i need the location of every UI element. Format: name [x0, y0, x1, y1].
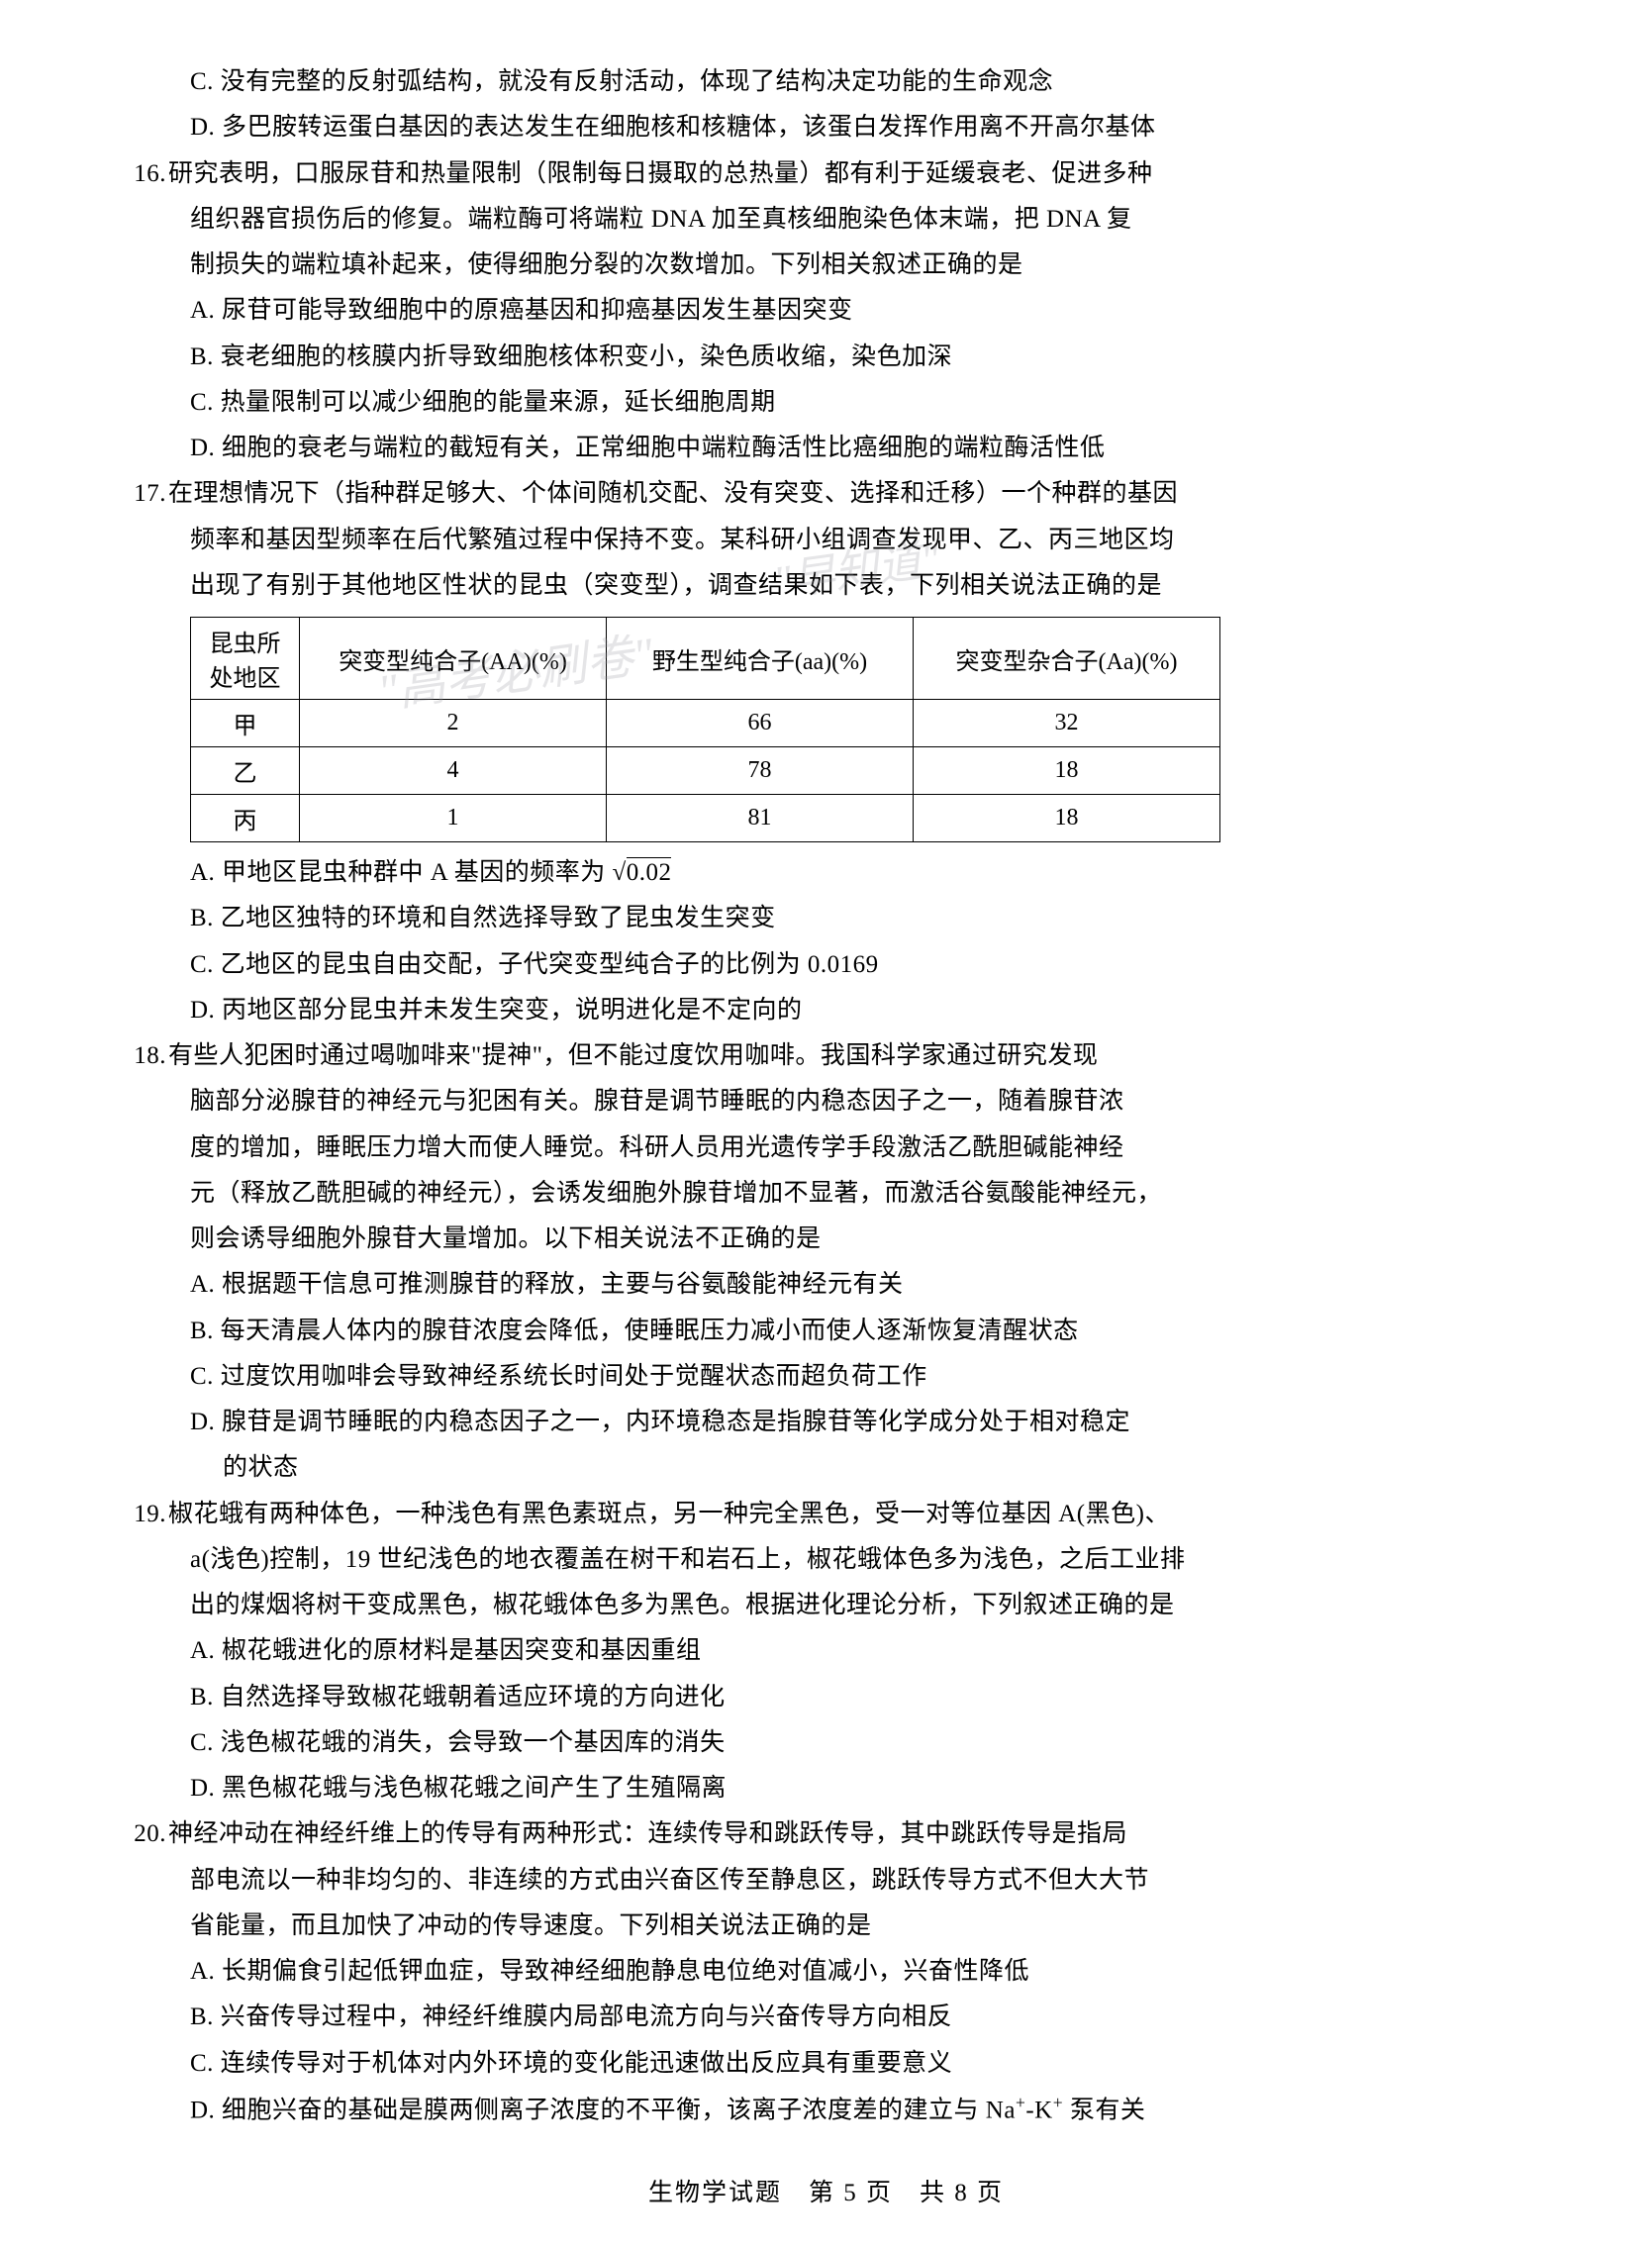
cell-AA: 1 — [300, 795, 607, 842]
q19-option-d: D. 黑色椒花蛾与浅色椒花蛾之间产生了生殖隔离 — [129, 1766, 1523, 1811]
q17-a-pre: A. 甲地区昆虫种群中 A 基因的频率为 — [190, 859, 612, 886]
q20-option-d: D. 细胞兴奋的基础是膜两侧离子浓度的不平衡，该离子浓度差的建立与 Na+-K+… — [129, 2087, 1523, 2134]
q20-number: 20. — [129, 1811, 166, 1857]
q17-a-sqrt: 0.02 — [627, 857, 672, 886]
q19-option-c: C. 浅色椒花蛾的消失，会导致一个基因库的消失 — [129, 1720, 1523, 1766]
q17-option-c: C. 乙地区的昆虫自由交配，子代突变型纯合子的比例为 0.0169 — [129, 942, 1523, 988]
q19-option-b: B. 自然选择导致椒花蛾朝着适应环境的方向进化 — [129, 1675, 1523, 1720]
q17-number: 17. — [129, 471, 166, 517]
q16-option-a: A. 尿苷可能导致细胞中的原癌基因和抑癌基因发生基因突变 — [129, 288, 1523, 334]
th-AA: 突变型纯合子(AA)(%) — [300, 618, 607, 700]
q17-option-d: D. 丙地区部分昆虫并未发生突变，说明进化是不定向的 — [129, 988, 1523, 1033]
q18-number: 18. — [129, 1033, 166, 1079]
q16-text1: 研究表明，口服尿苷和热量限制（限制每日摄取的总热量）都有利于延缓衰老、促进多种 — [168, 160, 1153, 187]
q17-line3: 出现了有别于其他地区性状的昆虫（突变型），调查结果如下表，下列相关说法正确的是 — [129, 563, 1523, 609]
q15-option-c: C. 没有完整的反射弧结构，就没有反射活动，体现了结构决定功能的生命观念 — [129, 59, 1523, 105]
q16-line3: 制损失的端粒填补起来，使得细胞分裂的次数增加。下列相关叙述正确的是 — [129, 243, 1523, 288]
q18-option-d-1: D. 腺苷是调节睡眠的内稳态因子之一，内环境稳态是指腺苷等化学成分处于相对稳定 — [129, 1400, 1523, 1445]
table-row: 丙 1 81 18 — [191, 795, 1220, 842]
q18-line1: 18.有些人犯困时通过喝咖啡来"提神"，但不能过度饮用咖啡。我国科学家通过研究发… — [129, 1033, 1523, 1079]
q20-line2: 部电流以一种非均匀的、非连续的方式由兴奋区传至静息区，跳跃传导方式不但大大节 — [129, 1858, 1523, 1904]
q20-option-c: C. 连续传导对于机体对内外环境的变化能迅速做出反应具有重要意义 — [129, 2041, 1523, 2087]
q19-number: 19. — [129, 1492, 166, 1537]
q19-option-a: A. 椒花蛾进化的原材料是基因突变和基因重组 — [129, 1628, 1523, 1674]
q16-line2: 组织器官损伤后的修复。端粒酶可将端粒 DNA 加至真核细胞染色体末端，把 DNA… — [129, 197, 1523, 243]
q20-option-b: B. 兴奋传导过程中，神经纤维膜内局部电流方向与兴奋传导方向相反 — [129, 1995, 1523, 2040]
th-Aa: 突变型杂合子(Aa)(%) — [914, 618, 1220, 700]
q18-line4: 元（释放乙酰胆碱的神经元），会诱发细胞外腺苷增加不显著，而激活谷氨酸能神经元， — [129, 1171, 1523, 1217]
cell-aa: 81 — [607, 795, 914, 842]
cell-Aa: 18 — [914, 795, 1220, 842]
q18-line2: 脑部分泌腺苷的神经元与犯困有关。腺苷是调节睡眠的内稳态因子之一，随着腺苷浓 — [129, 1079, 1523, 1124]
th-aa: 野生型纯合子(aa)(%) — [607, 618, 914, 700]
plus-sup: + — [1016, 2093, 1025, 2112]
q18-line5: 则会诱导细胞外腺苷大量增加。以下相关说法不正确的是 — [129, 1217, 1523, 1262]
q20-d-mid: -K — [1025, 2097, 1052, 2123]
q18-text1: 有些人犯困时通过喝咖啡来"提神"，但不能过度饮用咖啡。我国科学家通过研究发现 — [168, 1042, 1098, 1069]
plus-sup: + — [1053, 2093, 1063, 2112]
q15-option-d: D. 多巴胺转运蛋白基因的表达发生在细胞核和核糖体，该蛋白发挥作用离不开高尔基体 — [129, 105, 1523, 150]
q16-number: 16. — [129, 151, 166, 197]
q18-option-a: A. 根据题干信息可推测腺苷的释放，主要与谷氨酸能神经元有关 — [129, 1262, 1523, 1308]
q20-d-pre: D. 细胞兴奋的基础是膜两侧离子浓度的不平衡，该离子浓度差的建立与 Na — [190, 2097, 1016, 2123]
q19-line3: 出的煤烟将树干变成黑色，椒花蛾体色多为黑色。根据进化理论分析，下列叙述正确的是 — [129, 1583, 1523, 1628]
q18-line3: 度的增加，睡眠压力增大而使人睡觉。科研人员用光遗传学手段激活乙酰胆碱能神经 — [129, 1125, 1523, 1171]
q17-text1: 在理想情况下（指种群足够大、个体间随机交配、没有突变、选择和迁移）一个种群的基因 — [168, 480, 1178, 507]
cell-region: 丙 — [191, 795, 300, 842]
q18-option-b: B. 每天清晨人体内的腺苷浓度会降低，使睡眠压力减小而使人逐渐恢复清醒状态 — [129, 1309, 1523, 1354]
cell-AA: 2 — [300, 700, 607, 747]
table-row: 乙 4 78 18 — [191, 747, 1220, 795]
q17-line1: 17.在理想情况下（指种群足够大、个体间随机交配、没有突变、选择和迁移）一个种群… — [129, 471, 1523, 517]
cell-region: 乙 — [191, 747, 300, 795]
q16-line1: 16.研究表明，口服尿苷和热量限制（限制每日摄取的总热量）都有利于延缓衰老、促进… — [129, 151, 1523, 197]
table-header-row: 昆虫所处地区 突变型纯合子(AA)(%) 野生型纯合子(aa)(%) 突变型杂合… — [191, 618, 1220, 700]
cell-Aa: 18 — [914, 747, 1220, 795]
q17-table: 昆虫所处地区 突变型纯合子(AA)(%) 野生型纯合子(aa)(%) 突变型杂合… — [190, 617, 1220, 842]
q20-text1: 神经冲动在神经纤维上的传导有两种形式：连续传导和跳跃传导，其中跳跃传导是指局 — [168, 1820, 1127, 1847]
table-row: 甲 2 66 32 — [191, 700, 1220, 747]
q19-line1: 19.椒花蛾有两种体色，一种浅色有黑色素斑点，另一种完全黑色，受一对等位基因 A… — [129, 1492, 1523, 1537]
q17-option-b: B. 乙地区独特的环境和自然选择导致了昆虫发生突变 — [129, 896, 1523, 941]
th-region: 昆虫所处地区 — [191, 618, 300, 700]
q17-line2: 频率和基因型频率在后代繁殖过程中保持不变。某科研小组调查发现甲、乙、丙三地区均 — [129, 518, 1523, 563]
q16-option-d: D. 细胞的衰老与端粒的截短有关，正常细胞中端粒酶活性比癌细胞的端粒酶活性低 — [129, 426, 1523, 471]
cell-aa: 78 — [607, 747, 914, 795]
cell-region: 甲 — [191, 700, 300, 747]
q19-text1: 椒花蛾有两种体色，一种浅色有黑色素斑点，另一种完全黑色，受一对等位基因 A(黑色… — [168, 1501, 1170, 1527]
cell-Aa: 32 — [914, 700, 1220, 747]
q18-option-c: C. 过度饮用咖啡会导致神经系统长时间处于觉醒状态而超负荷工作 — [129, 1354, 1523, 1400]
q20-line1: 20.神经冲动在神经纤维上的传导有两种形式：连续传导和跳跃传导，其中跳跃传导是指… — [129, 1811, 1523, 1857]
q19-line2: a(浅色)控制，19 世纪浅色的地衣覆盖在树干和岩石上，椒花蛾体色多为浅色，之后… — [129, 1537, 1523, 1583]
q16-option-c: C. 热量限制可以减少细胞的能量来源，延长细胞周期 — [129, 380, 1523, 426]
q18-option-d-2: 的状态 — [129, 1445, 1523, 1491]
q17-option-a: A. 甲地区昆虫种群中 A 基因的频率为 √0.02 — [129, 850, 1523, 896]
q20-d-post: 泵有关 — [1063, 2097, 1145, 2123]
page-footer: 生物学试题 第 5 页 共 8 页 — [129, 2173, 1523, 2208]
cell-aa: 66 — [607, 700, 914, 747]
q16-option-b: B. 衰老细胞的核膜内折导致细胞核体积变小，染色质收缩，染色加深 — [129, 335, 1523, 380]
q20-option-a: A. 长期偏食引起低钾血症，导致神经细胞静息电位绝对值减小，兴奋性降低 — [129, 1949, 1523, 1995]
cell-AA: 4 — [300, 747, 607, 795]
q20-line3: 省能量，而且加快了冲动的传导速度。下列相关说法正确的是 — [129, 1904, 1523, 1949]
